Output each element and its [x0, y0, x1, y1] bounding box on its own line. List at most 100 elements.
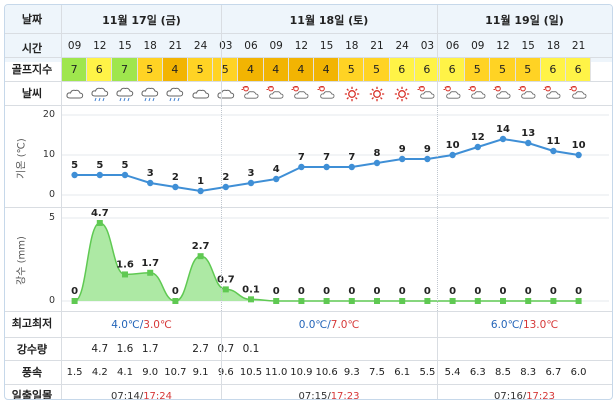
- rain-amount-cell: [516, 339, 541, 359]
- temp-tick-10: 10: [42, 149, 55, 160]
- wind-speed-cell: 8.3: [520, 367, 537, 378]
- temp-data-label: 10: [572, 140, 586, 151]
- temp-data-label: 3: [248, 168, 255, 179]
- hour-cell: 09: [471, 39, 485, 52]
- hour-cell: 21: [571, 39, 586, 52]
- wind-speed-cell: 9.3: [343, 367, 360, 378]
- rain-amount-cell: [163, 339, 188, 359]
- divider: [5, 105, 612, 106]
- divider: [5, 81, 612, 82]
- rain-point: [399, 298, 406, 304]
- sunset-1: 17:24: [143, 390, 173, 400]
- golf-index-cell: 6: [87, 58, 113, 81]
- temp-point: [222, 183, 229, 191]
- wind-speed-cell: 7.5: [369, 367, 385, 378]
- divider: [5, 360, 612, 361]
- wind-speed-cell: 10.9: [290, 367, 313, 378]
- temp-point: [550, 147, 557, 155]
- rain-cloud-icon: [87, 82, 112, 105]
- weather-label: 날씨: [21, 87, 43, 100]
- golf-index-cell: 7: [112, 58, 138, 81]
- temp-point: [71, 171, 78, 179]
- temp-data-label: 5: [96, 160, 103, 171]
- temp-point: [323, 163, 330, 171]
- temp-data-label: 8: [374, 148, 381, 159]
- min-temp-1: 4.0℃: [111, 319, 140, 331]
- rain-point: [96, 219, 103, 226]
- golf-index-cell: 5: [339, 58, 365, 81]
- divider: [61, 5, 62, 399]
- rain-amount-cell: 4.7: [91, 343, 109, 355]
- hour-cell: 03: [219, 39, 233, 52]
- divider: [221, 5, 222, 105]
- sunrise-2: 07:15: [298, 390, 328, 400]
- divider: [5, 33, 612, 34]
- rain-amount-label: 강수량: [16, 343, 48, 356]
- rain-point: [449, 298, 456, 304]
- rain-point: [424, 298, 431, 304]
- golf-index-cell: 5: [188, 58, 214, 81]
- hour-cell: 06: [244, 39, 258, 52]
- hour-cell: 15: [319, 39, 334, 52]
- rain-point: [172, 298, 179, 304]
- rain-amount-cell: [390, 339, 415, 359]
- wind-speed-cell: 6.7: [545, 367, 562, 378]
- golf-index-cell: 5: [515, 58, 541, 81]
- temp-data-label: 9: [399, 144, 406, 155]
- rain-point: [474, 298, 481, 304]
- rain-amount-cell: [440, 339, 465, 359]
- rain-point: [298, 298, 305, 304]
- divider: [5, 207, 612, 208]
- wind-speed-cell: 5.5: [419, 367, 436, 378]
- rain-point: [197, 253, 204, 260]
- temp-point: [298, 163, 305, 171]
- temp-data-label: 14: [496, 124, 510, 135]
- rain-data-label: 0: [374, 286, 381, 297]
- wind-speed-cell: 6.0: [570, 367, 587, 378]
- rain-amount-cell: [264, 339, 289, 359]
- hour-cell: 18: [143, 39, 157, 52]
- divider: [221, 311, 222, 399]
- golf-index-cell: 5: [213, 58, 239, 81]
- sun-cloud-icon: [490, 82, 515, 105]
- hour-cell: 09: [67, 39, 82, 52]
- wind-speed-cell: 9.0: [142, 367, 159, 378]
- wind-speed-cell: 9.6: [217, 367, 234, 378]
- temp-data-label: 3: [147, 168, 154, 179]
- temp-data-label: 7: [323, 152, 330, 163]
- temp-data-label: 5: [122, 160, 129, 171]
- rain-data-label: 0: [323, 286, 330, 297]
- divider: [437, 311, 438, 399]
- temp-tick-0: 0: [48, 189, 55, 200]
- rain-point: [147, 269, 154, 276]
- wind-speed-cell: 10.5: [239, 367, 263, 378]
- golf-index-cell: 6: [440, 58, 466, 81]
- rain-point: [525, 298, 532, 304]
- wind-speed-cell: 10.7: [164, 367, 187, 378]
- sun-cloud-icon: [415, 82, 440, 105]
- hour-cell: 12: [294, 39, 309, 52]
- divider: [5, 337, 612, 338]
- sunset-3: 17:23: [526, 390, 556, 400]
- rain-amount-cell: [490, 339, 515, 359]
- rain-amount-cell: [339, 339, 364, 359]
- golf-index-cell: 5: [364, 58, 390, 81]
- golf-index-cell: 5: [490, 58, 516, 81]
- rain-amount-cell: [314, 339, 339, 359]
- temp-point: [348, 163, 355, 171]
- minmax-day-2: 0.0℃/7.0℃: [298, 319, 360, 331]
- hour-cell: 24: [395, 39, 409, 52]
- temp-data-label: 2: [172, 172, 179, 183]
- temp-data-label: 12: [471, 132, 485, 143]
- hour-cell: 15: [521, 39, 535, 52]
- golf-index-cell: 4: [314, 58, 340, 81]
- rain-data-label: 4.7: [91, 208, 109, 219]
- golf-index-cell: 6: [566, 58, 592, 81]
- rain-amount-cell: [566, 339, 591, 359]
- minmax-day-1: 4.0℃/3.0℃: [111, 319, 172, 331]
- rain-data-label: 0: [298, 286, 305, 297]
- wind-speed-cell: 4.1: [117, 367, 133, 378]
- max-temp-1: 3.0℃: [143, 319, 172, 331]
- golf-index-cell: 4: [238, 58, 264, 81]
